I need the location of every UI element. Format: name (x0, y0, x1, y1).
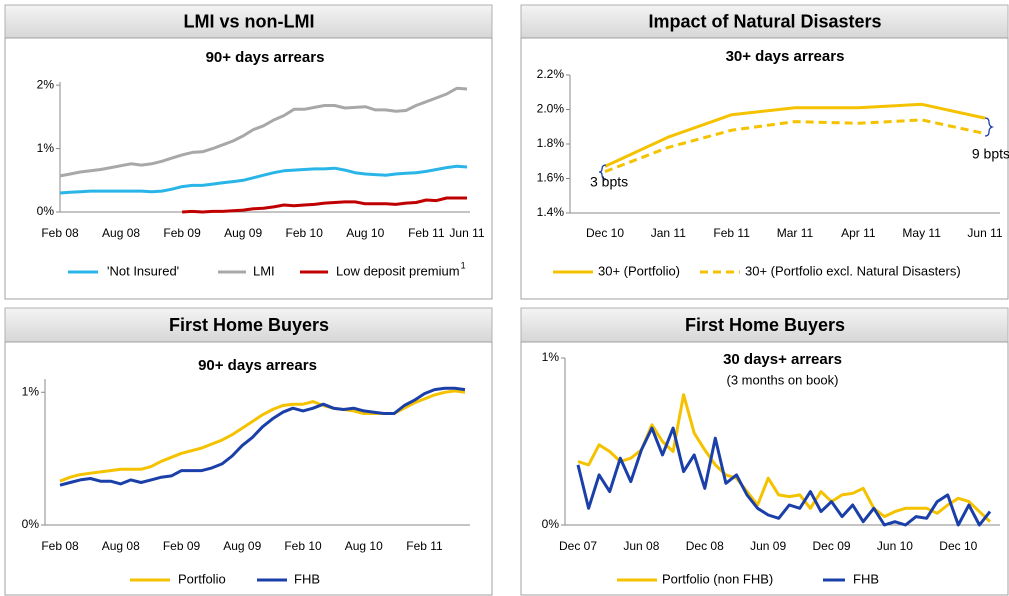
x-tick-label: Mar 11 (777, 226, 814, 240)
y-tick-label: 0% (37, 204, 55, 218)
chart-title: 30 days+ arrears (723, 351, 842, 368)
y-tick-label: 2% (37, 77, 55, 91)
annotation-bracket (984, 117, 995, 137)
annotation-bracket (598, 164, 607, 180)
y-tick-label: 1.8% (537, 136, 565, 150)
x-tick-label: Aug 10 (346, 226, 384, 240)
x-tick-label: May 11 (902, 226, 941, 240)
legend-label: 30+ (Portfolio) (598, 263, 680, 278)
x-tick-label: Dec 10 (586, 226, 624, 240)
y-tick-label: 2.2% (537, 67, 565, 81)
x-tick-label: Apr 11 (841, 226, 876, 240)
x-tick-label: Jun 10 (877, 539, 913, 553)
x-tick-label: Feb 11 (713, 226, 750, 240)
panel-header: LMI vs non-LMI (184, 11, 315, 31)
chart-title: 90+ days arrears (206, 49, 325, 66)
x-tick-label: Feb 10 (284, 539, 322, 553)
panel-body (4, 37, 493, 300)
panel-header: First Home Buyers (685, 315, 845, 335)
x-tick-label: Jun 09 (750, 539, 786, 553)
x-tick-label: Feb 11 (406, 539, 443, 553)
x-tick-label: Jun 11 (449, 226, 484, 240)
legend-label: FHB (853, 571, 879, 586)
x-tick-label: Aug 08 (102, 539, 140, 553)
chart-panel: Impact of Natural Disasters 30+ days arre… (520, 4, 1009, 300)
annotation: 9 bpts (972, 146, 1009, 162)
legend-label: 'Not Insured' (107, 263, 179, 278)
legend-label: Portfolio (178, 571, 226, 586)
y-tick-label: 1.4% (537, 205, 565, 219)
series-line (59, 164, 468, 195)
series-line (59, 386, 466, 487)
x-tick-label: Aug 09 (224, 226, 262, 240)
x-tick-label: Feb 11 (408, 226, 445, 240)
panel-header: Impact of Natural Disasters (648, 11, 881, 31)
x-tick-label: Dec 09 (813, 539, 851, 553)
chart-title: 30+ days arrears (726, 48, 845, 65)
panel-body (520, 341, 1009, 596)
chart-panel: LMI vs non-LMI 90+ days arrears 0% 1% 2% Feb … (4, 4, 493, 300)
panel-header: First Home Buyers (169, 315, 329, 335)
y-tick-label: 2.0% (537, 102, 565, 116)
y-tick-label: 1% (22, 384, 40, 398)
series-line (604, 118, 986, 174)
series-line (59, 86, 468, 178)
chart-title: 90+ days arrears (198, 357, 317, 374)
x-tick-label: Dec 10 (939, 539, 977, 553)
panel-body (4, 341, 493, 596)
x-tick-label: Aug 10 (345, 539, 383, 553)
annotation: 3 bpts (590, 174, 628, 190)
chart-subtitle: (3 months on book) (726, 372, 838, 387)
x-tick-label: Aug 08 (102, 226, 140, 240)
legend-footnote: 1 (461, 260, 466, 270)
y-tick-label: 0% (22, 517, 40, 531)
legend-label: Portfolio (non FHB) (662, 571, 773, 586)
legend-label: FHB (294, 571, 320, 586)
series-line (576, 426, 992, 527)
legend-label: LMI (253, 263, 275, 278)
y-tick-label: 0% (542, 517, 560, 531)
x-tick-label: Feb 09 (163, 539, 201, 553)
series-line (604, 102, 986, 168)
x-tick-label: Jan 11 (651, 226, 686, 240)
panel-header-bg (520, 307, 1009, 343)
y-tick-label: 1% (542, 350, 560, 364)
panel-header-bg (4, 4, 493, 39)
x-tick-label: Feb 08 (41, 539, 79, 553)
legend-label: 30+ (Portfolio excl. Natural Disasters) (745, 263, 961, 278)
chart-panel: First Home Buyers 30 days+ arrears (3 mont… (520, 307, 1009, 596)
x-tick-label: Feb 09 (163, 226, 201, 240)
x-tick-label: Jun 11 (967, 226, 1002, 240)
panel-body (520, 37, 1009, 300)
x-tick-label: Dec 07 (559, 539, 597, 553)
x-tick-label: Jun 08 (623, 539, 659, 553)
chart-panel: First Home Buyers 90+ days arrears 0% 1% Feb… (4, 307, 493, 596)
y-tick-label: 1.6% (537, 171, 565, 185)
panel-header-bg (520, 4, 1009, 39)
y-tick-label: 1% (37, 141, 55, 155)
x-tick-label: Dec 08 (686, 539, 724, 553)
legend-label: Low deposit premium (336, 263, 460, 278)
series-line (182, 196, 467, 214)
x-tick-label: Aug 09 (223, 539, 261, 553)
x-tick-label: Feb 10 (286, 226, 324, 240)
x-tick-label: Feb 08 (41, 226, 79, 240)
